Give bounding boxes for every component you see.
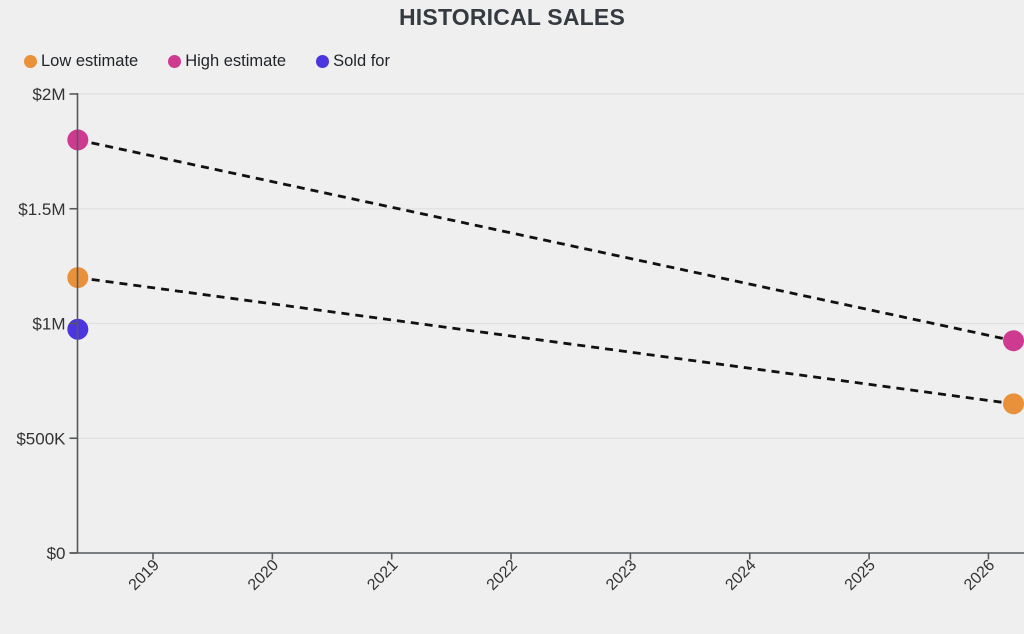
y-axis-tick-label: $500K [16, 429, 66, 448]
high-estimate-point[interactable] [1003, 330, 1024, 352]
x-axis-tick-label: 2025 [842, 557, 879, 594]
x-axis-tick-label: 2024 [722, 557, 759, 594]
x-axis-tick-label: 2026 [961, 557, 998, 594]
low-estimate-circle-icon [24, 55, 37, 68]
chart-title: HISTORICAL SALES [399, 4, 625, 30]
x-axis-tick-label: 2021 [364, 557, 401, 594]
x-axis-tick-label: 2019 [126, 557, 163, 594]
sold-for-circle-icon [316, 55, 330, 68]
legend-item-sold-for: Sold for [316, 52, 390, 71]
x-axis-tick-label: 2023 [603, 557, 640, 594]
low-estimate-trend-line [77, 276, 1014, 406]
y-axis-tick-label: $1M [32, 315, 65, 334]
legend-label-high-estimate: High estimate [185, 52, 287, 70]
legend-item-low-estimate: Low estimate [24, 52, 138, 71]
high-estimate-circle-icon [168, 55, 182, 68]
y-axis-tick-label: $1.5M [18, 200, 65, 219]
legend-item-high-estimate: High estimate [168, 52, 286, 71]
x-axis-tick-label: 2022 [484, 557, 521, 594]
high-estimate-trend-line [77, 138, 1014, 343]
legend-label-low-estimate: Low estimate [41, 52, 139, 70]
y-axis-tick-label: $2M [32, 85, 65, 104]
x-axis-tick-label: 2020 [245, 557, 282, 594]
y-axis-tick-label: $0 [47, 544, 66, 563]
low-estimate-point[interactable] [1003, 393, 1024, 415]
chart-legend: Low estimate High estimate Sold for [24, 52, 390, 71]
legend-label-sold-for: Sold for [333, 52, 390, 70]
